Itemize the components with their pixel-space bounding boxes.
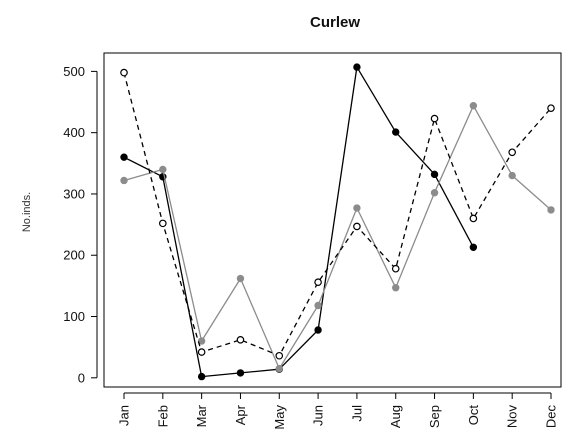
- x-tick-label: Aug: [388, 405, 403, 428]
- series-1-point: [392, 128, 400, 136]
- y-tick-label: 400: [63, 125, 85, 140]
- series-2-point: [547, 206, 555, 214]
- x-tick-label: Nov: [505, 405, 520, 429]
- series-1-point: [197, 372, 206, 381]
- series-3-point: [547, 104, 555, 112]
- x-tick-label: Jul: [349, 405, 364, 422]
- series-3-point: [275, 351, 284, 360]
- series-3-line: [123, 72, 552, 357]
- x-axis: Jan Feb Mar Apr May Jun Jul Aug Sep Oct Nov Dec: [117, 392, 559, 430]
- series-3-point: [469, 214, 478, 223]
- y-axis: 0 100 200 300 400 500: [63, 64, 98, 385]
- chart-title: Curlew: [310, 14, 360, 31]
- y-axis-label: No.inds.: [21, 192, 33, 232]
- series-3-point: [236, 336, 245, 344]
- series-2-point: [159, 165, 167, 174]
- series-1-point: [430, 170, 439, 179]
- series-3-point: [120, 68, 128, 77]
- series-1-point: [469, 243, 478, 251]
- series-3-point: [391, 264, 400, 273]
- x-tick-label: Jan: [117, 405, 132, 426]
- x-tick-label: Oct: [466, 405, 481, 426]
- series-2-point: [469, 102, 478, 110]
- series-2-point: [236, 274, 245, 283]
- series-3-point: [508, 148, 516, 157]
- series-layer: [120, 63, 555, 381]
- series-1-line: [123, 66, 474, 378]
- x-tick-label: May: [272, 405, 287, 430]
- series-2-point: [197, 337, 206, 345]
- y-tick-label: 0: [78, 370, 85, 385]
- series-3-point: [314, 278, 322, 287]
- series-1-point: [236, 369, 245, 377]
- series-3: [120, 68, 555, 360]
- series-2-point: [120, 176, 128, 185]
- series-3-point: [430, 114, 439, 123]
- series-2-point: [314, 301, 322, 310]
- series-2-point: [508, 171, 516, 180]
- series-2-point: [392, 284, 400, 292]
- x-tick-label: Feb: [155, 405, 170, 427]
- series-3-point: [159, 219, 167, 228]
- y-tick-label: 300: [63, 186, 85, 201]
- series-2-point: [353, 204, 361, 212]
- series-2-point: [430, 189, 439, 197]
- x-tick-label: Mar: [194, 404, 209, 427]
- x-tick-label: Sep: [427, 405, 442, 428]
- x-tick-label: Apr: [233, 404, 248, 425]
- series-2: [120, 102, 555, 373]
- y-tick-label: 500: [63, 64, 85, 79]
- series-3-point: [353, 222, 361, 231]
- x-tick-label: Dec: [544, 405, 559, 429]
- series-2-point: [275, 364, 283, 373]
- plot-frame: [103, 52, 562, 388]
- series-2-line: [123, 105, 552, 370]
- series-1-point: [353, 63, 361, 71]
- series-1-point: [120, 153, 128, 161]
- series-3-point: [197, 348, 206, 356]
- series-1: [120, 63, 478, 381]
- y-tick-label: 200: [63, 248, 85, 263]
- series-1-point: [314, 326, 322, 334]
- y-tick-label: 100: [63, 309, 85, 324]
- x-tick-label: Jun: [311, 405, 326, 426]
